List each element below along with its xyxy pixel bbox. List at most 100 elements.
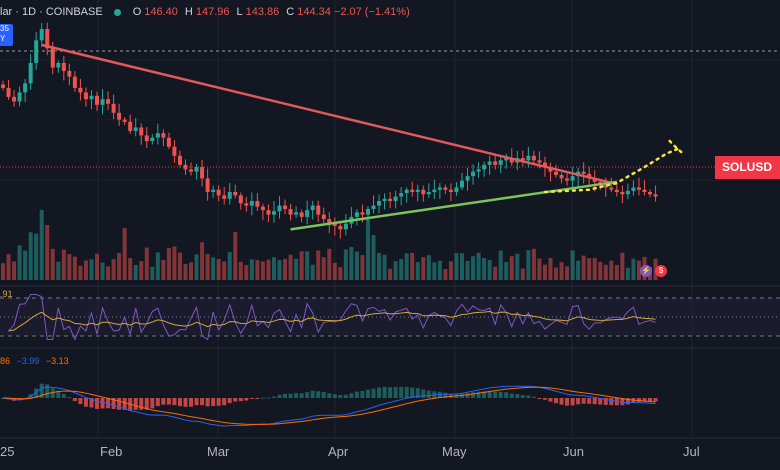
candle-body: [1, 84, 5, 88]
macd-histogram-bar: [360, 390, 365, 398]
volume-bar: [504, 261, 509, 280]
macd-histogram-bar: [526, 395, 531, 398]
volume-bar: [592, 257, 597, 280]
macd-histogram-bar: [233, 398, 238, 402]
rsi-ma-line: [8, 310, 656, 332]
macd-histogram-bar: [83, 398, 88, 407]
candle-body: [299, 212, 304, 217]
candle-body: [332, 223, 337, 226]
volume-bar: [283, 258, 288, 280]
candle-body: [238, 195, 243, 204]
volume-bar: [399, 258, 404, 280]
volume-bar: [233, 232, 238, 280]
macd-histogram-bar: [12, 398, 17, 401]
volume-bar: [360, 255, 365, 280]
macd-histogram-bar: [349, 393, 354, 398]
candle-body: [111, 103, 116, 113]
volume-bar: [476, 252, 481, 280]
candle-body: [144, 135, 149, 142]
candle-body: [316, 205, 321, 215]
side-badge[interactable]: 35 Y: [0, 24, 13, 46]
macd-histogram-bar: [415, 388, 420, 398]
volume-bar: [56, 261, 61, 280]
volume-bar: [155, 252, 160, 280]
candle-body: [244, 203, 249, 206]
candle-body: [255, 201, 260, 207]
economic-event-icon[interactable]: $: [655, 265, 667, 277]
candle-body: [283, 205, 288, 209]
volume-bar: [249, 259, 254, 280]
volume-bar: [95, 253, 100, 280]
candlesticks: [1, 22, 658, 239]
projection-line: [543, 147, 679, 194]
candle-body: [45, 29, 50, 49]
candle-body: [443, 187, 448, 190]
macd-histogram-bar: [338, 395, 343, 398]
macd-histogram-bar: [205, 398, 210, 407]
symbol-name[interactable]: lar · 1D · COINBASE: [0, 6, 103, 18]
candle-body: [648, 192, 653, 195]
macd-histogram-bar: [294, 393, 299, 398]
volume-bar: [100, 262, 105, 280]
macd-histogram-bar: [255, 398, 260, 399]
candle-body: [327, 219, 332, 224]
macd-histogram-bar: [570, 398, 575, 406]
volume-bar: [216, 259, 221, 280]
macd-histogram-bar: [531, 396, 536, 398]
candle-body: [614, 189, 619, 192]
candle-body: [570, 176, 575, 181]
volume-bar: [6, 254, 11, 280]
candle-body: [294, 212, 299, 215]
macd-histogram-bar: [559, 398, 564, 405]
volume-bar: [271, 257, 276, 280]
macd-histogram-bar: [211, 398, 216, 407]
macd-histogram-bar: [520, 395, 525, 398]
candle-body: [172, 146, 177, 156]
candle-body: [338, 225, 343, 230]
open-value: 146.40: [144, 6, 178, 18]
candle-body: [471, 171, 476, 177]
macd-histogram-bar: [365, 389, 370, 398]
candle-body: [448, 189, 453, 192]
candle-body: [194, 167, 199, 172]
volume-bar: [89, 259, 94, 280]
price-label-solusd[interactable]: SOLUSD: [715, 156, 780, 179]
macd-histogram-bar: [155, 398, 160, 407]
candle-body: [459, 180, 464, 188]
volume-bar: [520, 268, 525, 280]
volume-bar: [12, 261, 17, 280]
candle-body: [432, 189, 437, 192]
macd-histogram-bar: [271, 396, 276, 398]
rsi-line: [8, 294, 656, 341]
volume-bar: [260, 261, 265, 280]
macd-histogram-bar: [443, 392, 448, 398]
candle-body: [310, 205, 315, 211]
projection-arrow: [668, 139, 685, 156]
volume-bar: [388, 268, 393, 280]
macd-hist-value: 86: [0, 356, 11, 366]
volume-bar: [587, 258, 592, 280]
volume-bar: [559, 262, 564, 280]
volume-bar: [17, 245, 22, 280]
candle-body: [211, 189, 216, 192]
earnings-event-icon[interactable]: ⚡: [640, 265, 652, 277]
x-axis-tick-label: Jul: [683, 444, 700, 459]
volume-bar: [294, 258, 299, 280]
macd-histogram-bar: [377, 387, 382, 398]
candle-body: [222, 195, 227, 199]
volume-bar: [39, 210, 44, 280]
candle-body: [89, 95, 94, 100]
close-value: 144.34: [297, 6, 331, 18]
volume-bar: [332, 262, 337, 280]
macd-line-value: −3.99: [16, 356, 40, 366]
volume-bar: [327, 248, 332, 280]
candle-body: [399, 193, 404, 197]
rsi-pane: [0, 294, 780, 341]
grid-lines: [0, 0, 780, 439]
macd-histogram-bar: [609, 398, 614, 406]
macd-histogram-bar: [299, 393, 304, 398]
macd-histogram-bar: [310, 390, 315, 398]
volume-bar: [609, 260, 614, 280]
rsi-band: [0, 298, 780, 336]
